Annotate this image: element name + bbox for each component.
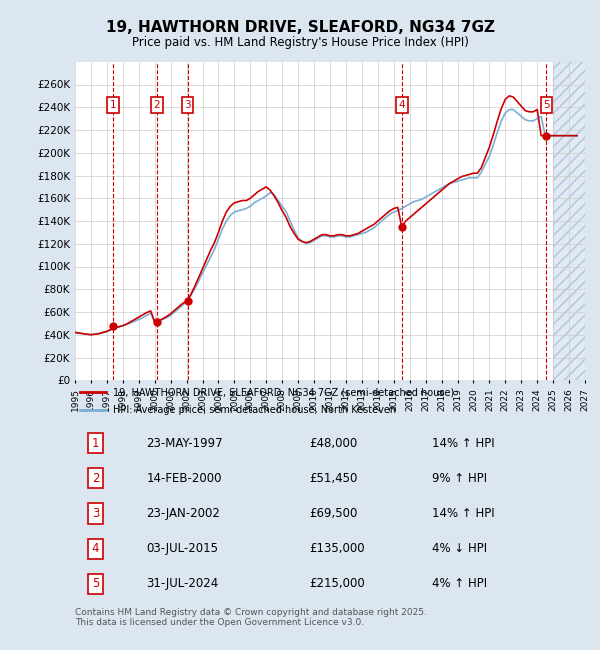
- Text: Price paid vs. HM Land Registry's House Price Index (HPI): Price paid vs. HM Land Registry's House …: [131, 36, 469, 49]
- Text: 19, HAWTHORN DRIVE, SLEAFORD, NG34 7GZ (semi-detached house): 19, HAWTHORN DRIVE, SLEAFORD, NG34 7GZ (…: [113, 387, 455, 397]
- Text: 2: 2: [153, 100, 160, 110]
- Text: 14-FEB-2000: 14-FEB-2000: [146, 472, 222, 485]
- Text: £51,450: £51,450: [310, 472, 358, 485]
- Text: Contains HM Land Registry data © Crown copyright and database right 2025.
This d: Contains HM Land Registry data © Crown c…: [75, 608, 427, 627]
- Text: 5: 5: [543, 100, 550, 110]
- Text: 3: 3: [184, 100, 191, 110]
- Text: 03-JUL-2015: 03-JUL-2015: [146, 542, 218, 555]
- Text: 31-JUL-2024: 31-JUL-2024: [146, 577, 218, 590]
- Text: 5: 5: [92, 577, 99, 590]
- Text: 9% ↑ HPI: 9% ↑ HPI: [432, 472, 487, 485]
- Text: 3: 3: [92, 507, 99, 520]
- Text: £215,000: £215,000: [310, 577, 365, 590]
- Text: 4% ↓ HPI: 4% ↓ HPI: [432, 542, 487, 555]
- Text: 14% ↑ HPI: 14% ↑ HPI: [432, 437, 494, 450]
- Text: 23-MAY-1997: 23-MAY-1997: [146, 437, 223, 450]
- Text: 19, HAWTHORN DRIVE, SLEAFORD, NG34 7GZ: 19, HAWTHORN DRIVE, SLEAFORD, NG34 7GZ: [106, 20, 494, 35]
- Text: HPI: Average price, semi-detached house, North Kesteven: HPI: Average price, semi-detached house,…: [113, 406, 397, 415]
- Text: 4: 4: [92, 542, 99, 555]
- Text: £135,000: £135,000: [310, 542, 365, 555]
- Text: 4: 4: [398, 100, 405, 110]
- Text: 14% ↑ HPI: 14% ↑ HPI: [432, 507, 494, 520]
- Text: 1: 1: [92, 437, 99, 450]
- Bar: [553, 62, 585, 380]
- Text: 23-JAN-2002: 23-JAN-2002: [146, 507, 220, 520]
- Text: 4% ↑ HPI: 4% ↑ HPI: [432, 577, 487, 590]
- Text: £48,000: £48,000: [310, 437, 358, 450]
- Text: 2: 2: [92, 472, 99, 485]
- Bar: [553, 62, 585, 380]
- Text: 1: 1: [110, 100, 116, 110]
- Text: £69,500: £69,500: [310, 507, 358, 520]
